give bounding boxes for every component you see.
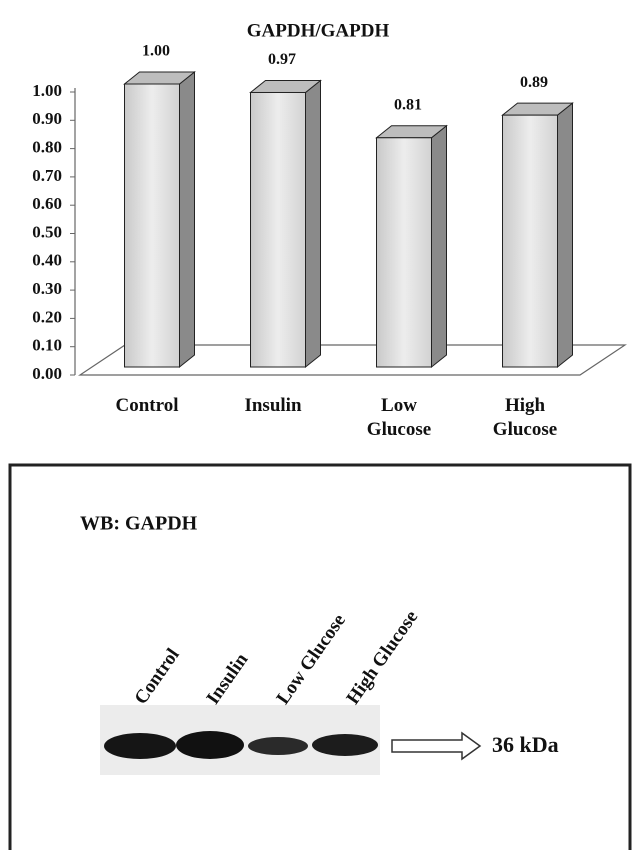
value-label: 0.89 (520, 74, 548, 91)
bar (249, 79, 322, 369)
y-tick-label: 0.90 (32, 109, 62, 128)
x-tick-label: High Glucose (492, 395, 558, 440)
value-label: 1.00 (142, 43, 170, 60)
bar-front (376, 137, 432, 368)
bar (123, 70, 196, 369)
bar-side (305, 79, 321, 369)
x-tick-label: Low Glucose (366, 395, 432, 440)
y-tick-label: 0.30 (32, 279, 62, 298)
bar (375, 124, 448, 369)
bar-side (557, 102, 573, 369)
plot-area (123, 70, 574, 369)
y-tick-label: 1.00 (32, 81, 62, 100)
bar-side (179, 70, 195, 369)
bar-front (124, 83, 180, 368)
y-tick-label: 0.20 (32, 307, 62, 326)
marker-label: 36 kDa (492, 732, 559, 757)
y-tick-label: 0.70 (32, 166, 62, 185)
y-tick-label: 0.80 (32, 138, 62, 157)
y-tick-label: 0.40 (32, 251, 62, 270)
value-label: 0.97 (268, 51, 296, 68)
chart-floor (78, 344, 627, 376)
arrow (391, 731, 482, 761)
bar (501, 102, 574, 369)
y-tick-label: 0.60 (32, 194, 62, 213)
blot-label: WB: GAPDH (80, 513, 198, 535)
blot-band (248, 737, 308, 755)
chart-title: GAPDH/GAPDH (247, 20, 390, 41)
bar-front (502, 114, 558, 368)
blot-band (176, 731, 244, 759)
blot-panel (8, 463, 632, 850)
x-tick-label: Control (115, 395, 179, 416)
y-tick-label: 0.10 (32, 336, 62, 355)
blot-band (104, 733, 176, 759)
value-label: 0.81 (394, 96, 422, 113)
blot-band (312, 734, 378, 756)
bar-side (431, 124, 447, 369)
x-tick-label: Insulin (244, 395, 302, 416)
y-tick-label: 0.00 (32, 364, 62, 383)
bar-front (250, 91, 306, 368)
y-tick-label: 0.50 (32, 222, 62, 241)
blot-image (100, 705, 380, 775)
